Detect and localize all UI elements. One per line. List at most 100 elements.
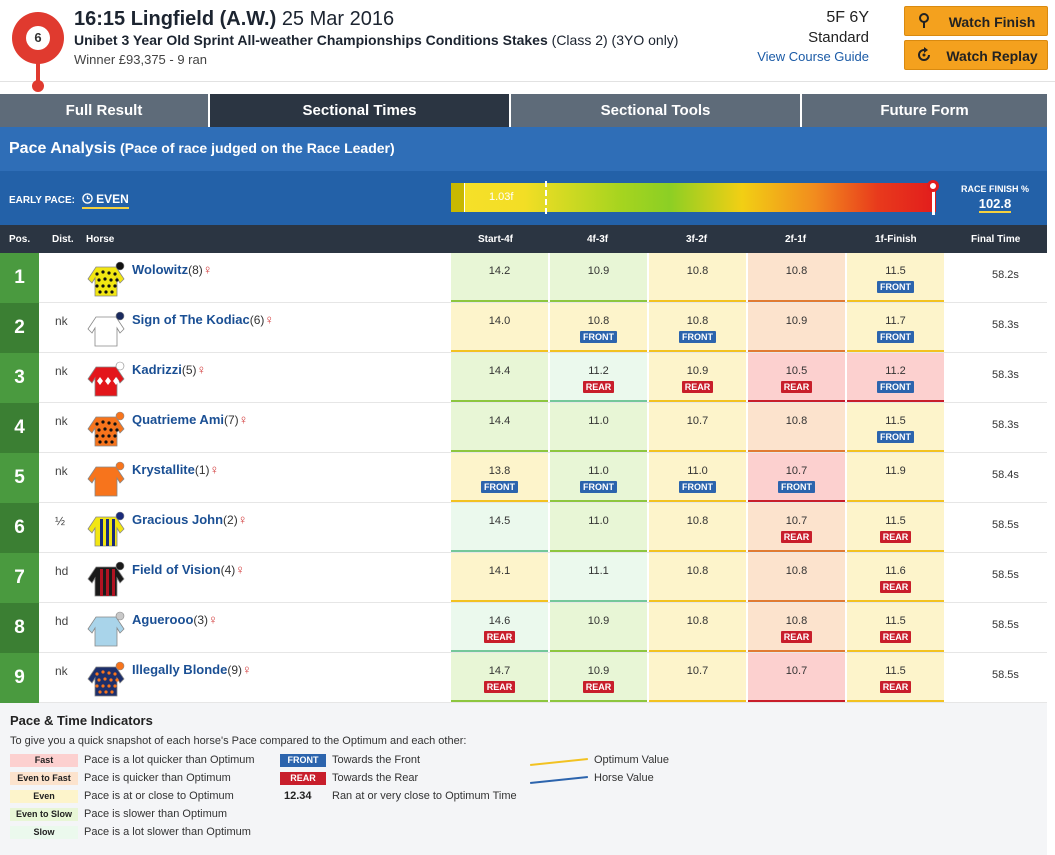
sectional-time: 10.9 (587, 615, 610, 627)
watch-replay-button[interactable]: Watch Replay (904, 40, 1048, 70)
front-tag: FRONT (877, 431, 914, 443)
sectional-cell: 11.2 FRONT (847, 353, 944, 402)
course-guide-link[interactable]: View Course Guide (757, 49, 869, 64)
sectional-time: 14.1 (488, 565, 511, 577)
sectional-time: 10.8 (785, 415, 808, 427)
watch-replay-label: Watch Replay (946, 48, 1038, 64)
pace-analysis-header: Pace Analysis (Pace of race judged on the… (0, 127, 1047, 171)
sectional-cell: 11.9 (847, 453, 944, 502)
jockey-silk-icon (86, 661, 126, 697)
race-going: Standard (808, 29, 869, 46)
sectional-time: 14.2 (488, 265, 511, 277)
horse-name-link[interactable]: Sign of The Kodiac(6)♀ (132, 312, 275, 327)
tab-sectional-times[interactable]: Sectional Times (210, 94, 511, 127)
jockey-silk-icon (86, 311, 126, 347)
distance-behind: nk (55, 464, 68, 478)
draw: (1) (194, 463, 210, 477)
horse-name-link[interactable]: Aguerooo(3)♀ (132, 612, 218, 627)
watch-finish-button[interactable]: Watch Finish (904, 6, 1048, 36)
sectional-time: 10.8 (686, 515, 709, 527)
race-number: 6 (26, 26, 50, 50)
horse-name-link[interactable]: Illegally Blonde(9)♀ (132, 662, 252, 677)
table-row: 3 nk Kadrizzi(5)♀ 14.4 11.2 REAR 10.9 REAR 10.5… (0, 353, 1047, 403)
race-name: Unibet 3 Year Old Sprint All-weather Cha… (74, 32, 548, 48)
col-3f-2f: 3f-2f (686, 234, 708, 245)
final-time: 58.5s (992, 669, 1019, 681)
front-tag: FRONT (679, 331, 716, 343)
distance-behind: hd (55, 564, 69, 578)
pace-legend: Pace & Time Indicators To give you a qui… (0, 703, 1047, 855)
draw: (2) (223, 513, 238, 527)
draw: (7) (224, 413, 239, 427)
final-time: 58.4s (992, 469, 1019, 481)
tab-sectional-tools[interactable]: Sectional Tools (511, 94, 802, 127)
jockey-silk-icon (86, 261, 126, 297)
sectional-cell: 14.2 (451, 253, 548, 302)
sectional-cell: 10.7 (649, 653, 746, 702)
sectional-time: 13.8 (488, 465, 511, 477)
female-icon: ♀ (235, 562, 246, 577)
sectional-cell: 10.8 FRONT (550, 303, 647, 352)
sectional-time: 10.9 (587, 665, 610, 677)
table-row: 5 nk Krystallite(1)♀ 13.8 FRONT 11.0 FRONT 11.… (0, 453, 1047, 503)
race-meta: 5F 6Y Standard View Course Guide (757, 9, 869, 64)
sectional-cell: 14.1 (451, 553, 548, 602)
sectional-time: 10.5 (785, 365, 808, 377)
sectional-cell: 10.9 (550, 253, 647, 302)
jockey-silk-icon (86, 561, 126, 597)
pace-marker (545, 181, 547, 214)
distance-behind: ½ (55, 514, 66, 528)
sectional-time: 11.1 (588, 565, 609, 577)
sectional-time: 11.6 (885, 565, 906, 577)
rear-tag: REAR (681, 381, 714, 393)
sectional-cell: 11.0 (550, 503, 647, 552)
sectional-cell: 10.8 (748, 253, 845, 302)
sectional-time: 10.7 (785, 665, 808, 677)
sectional-cell: 11.0 (550, 403, 647, 452)
race-name-line: Unibet 3 Year Old Sprint All-weather Cha… (74, 32, 678, 48)
legend-desc-slow: Pace is a lot slower than Optimum (84, 826, 251, 838)
result-tabs: Full Result Sectional Times Sectional To… (0, 94, 1047, 127)
sectional-time: 10.7 (785, 515, 808, 527)
distance-behind: nk (55, 314, 68, 328)
pace-analysis-subtitle: (Pace of race judged on the Race Leader) (120, 140, 395, 156)
final-time: 58.3s (992, 319, 1019, 331)
position: 1 (0, 253, 39, 303)
sectional-time: 11.0 (588, 515, 609, 527)
col-final-time: Final Time (971, 234, 1021, 245)
sectional-cell: 14.4 (451, 353, 548, 402)
draw: (6) (249, 313, 265, 327)
race-finish-value: 102.8 (978, 196, 1012, 213)
legend-optimum-label: Optimum Value (594, 754, 669, 766)
tab-full-result[interactable]: Full Result (0, 94, 210, 127)
sectional-cell: 10.8 (748, 403, 845, 452)
sectional-cell: 14.5 (451, 503, 548, 552)
race-finish: RACE FINISH % 102.8 (960, 184, 1030, 213)
sectional-cell: 11.5 FRONT (847, 253, 944, 302)
final-time: 58.2s (992, 269, 1019, 281)
horse-name-link[interactable]: Quatrieme Ami(7)♀ (132, 412, 249, 427)
sectional-cell: 11.6 REAR (847, 553, 944, 602)
front-tag: FRONT (679, 481, 716, 493)
horse-name-link[interactable]: Krystallite(1)♀ (132, 462, 220, 477)
female-icon: ♀ (264, 312, 275, 327)
col-4f-3f: 4f-3f (587, 234, 609, 245)
sectional-cell: 11.5 REAR (847, 653, 944, 702)
tab-future-form[interactable]: Future Form (802, 94, 1047, 127)
sectional-time: 10.7 (686, 415, 709, 427)
horse-name-link[interactable]: Wolowitz(8)♀ (132, 262, 213, 277)
clock-icon (81, 193, 93, 204)
position: 4 (0, 403, 39, 453)
sectional-cell: 10.5 REAR (748, 353, 845, 402)
horse-name-link[interactable]: Kadrizzi(5)♀ (132, 362, 207, 377)
race-date: 25 Mar 2016 (281, 8, 395, 30)
race-title: 16:15 Lingfield (A.W.) 25 Mar 2016 (74, 8, 394, 31)
sectional-cell: 10.7 REAR (748, 503, 845, 552)
legend-desc-fast: Pace is a lot quicker than Optimum (84, 754, 255, 766)
early-pace-value: EVEN (81, 192, 129, 209)
legend-desc-even-to-fast: Pace is quicker than Optimum (84, 772, 231, 784)
horse-name-link[interactable]: Field of Vision(4)♀ (132, 562, 246, 577)
sectional-cell: 11.0 FRONT (649, 453, 746, 502)
sectional-time: 14.7 (488, 665, 511, 677)
horse-name-link[interactable]: Gracious John(2)♀ (132, 512, 248, 527)
